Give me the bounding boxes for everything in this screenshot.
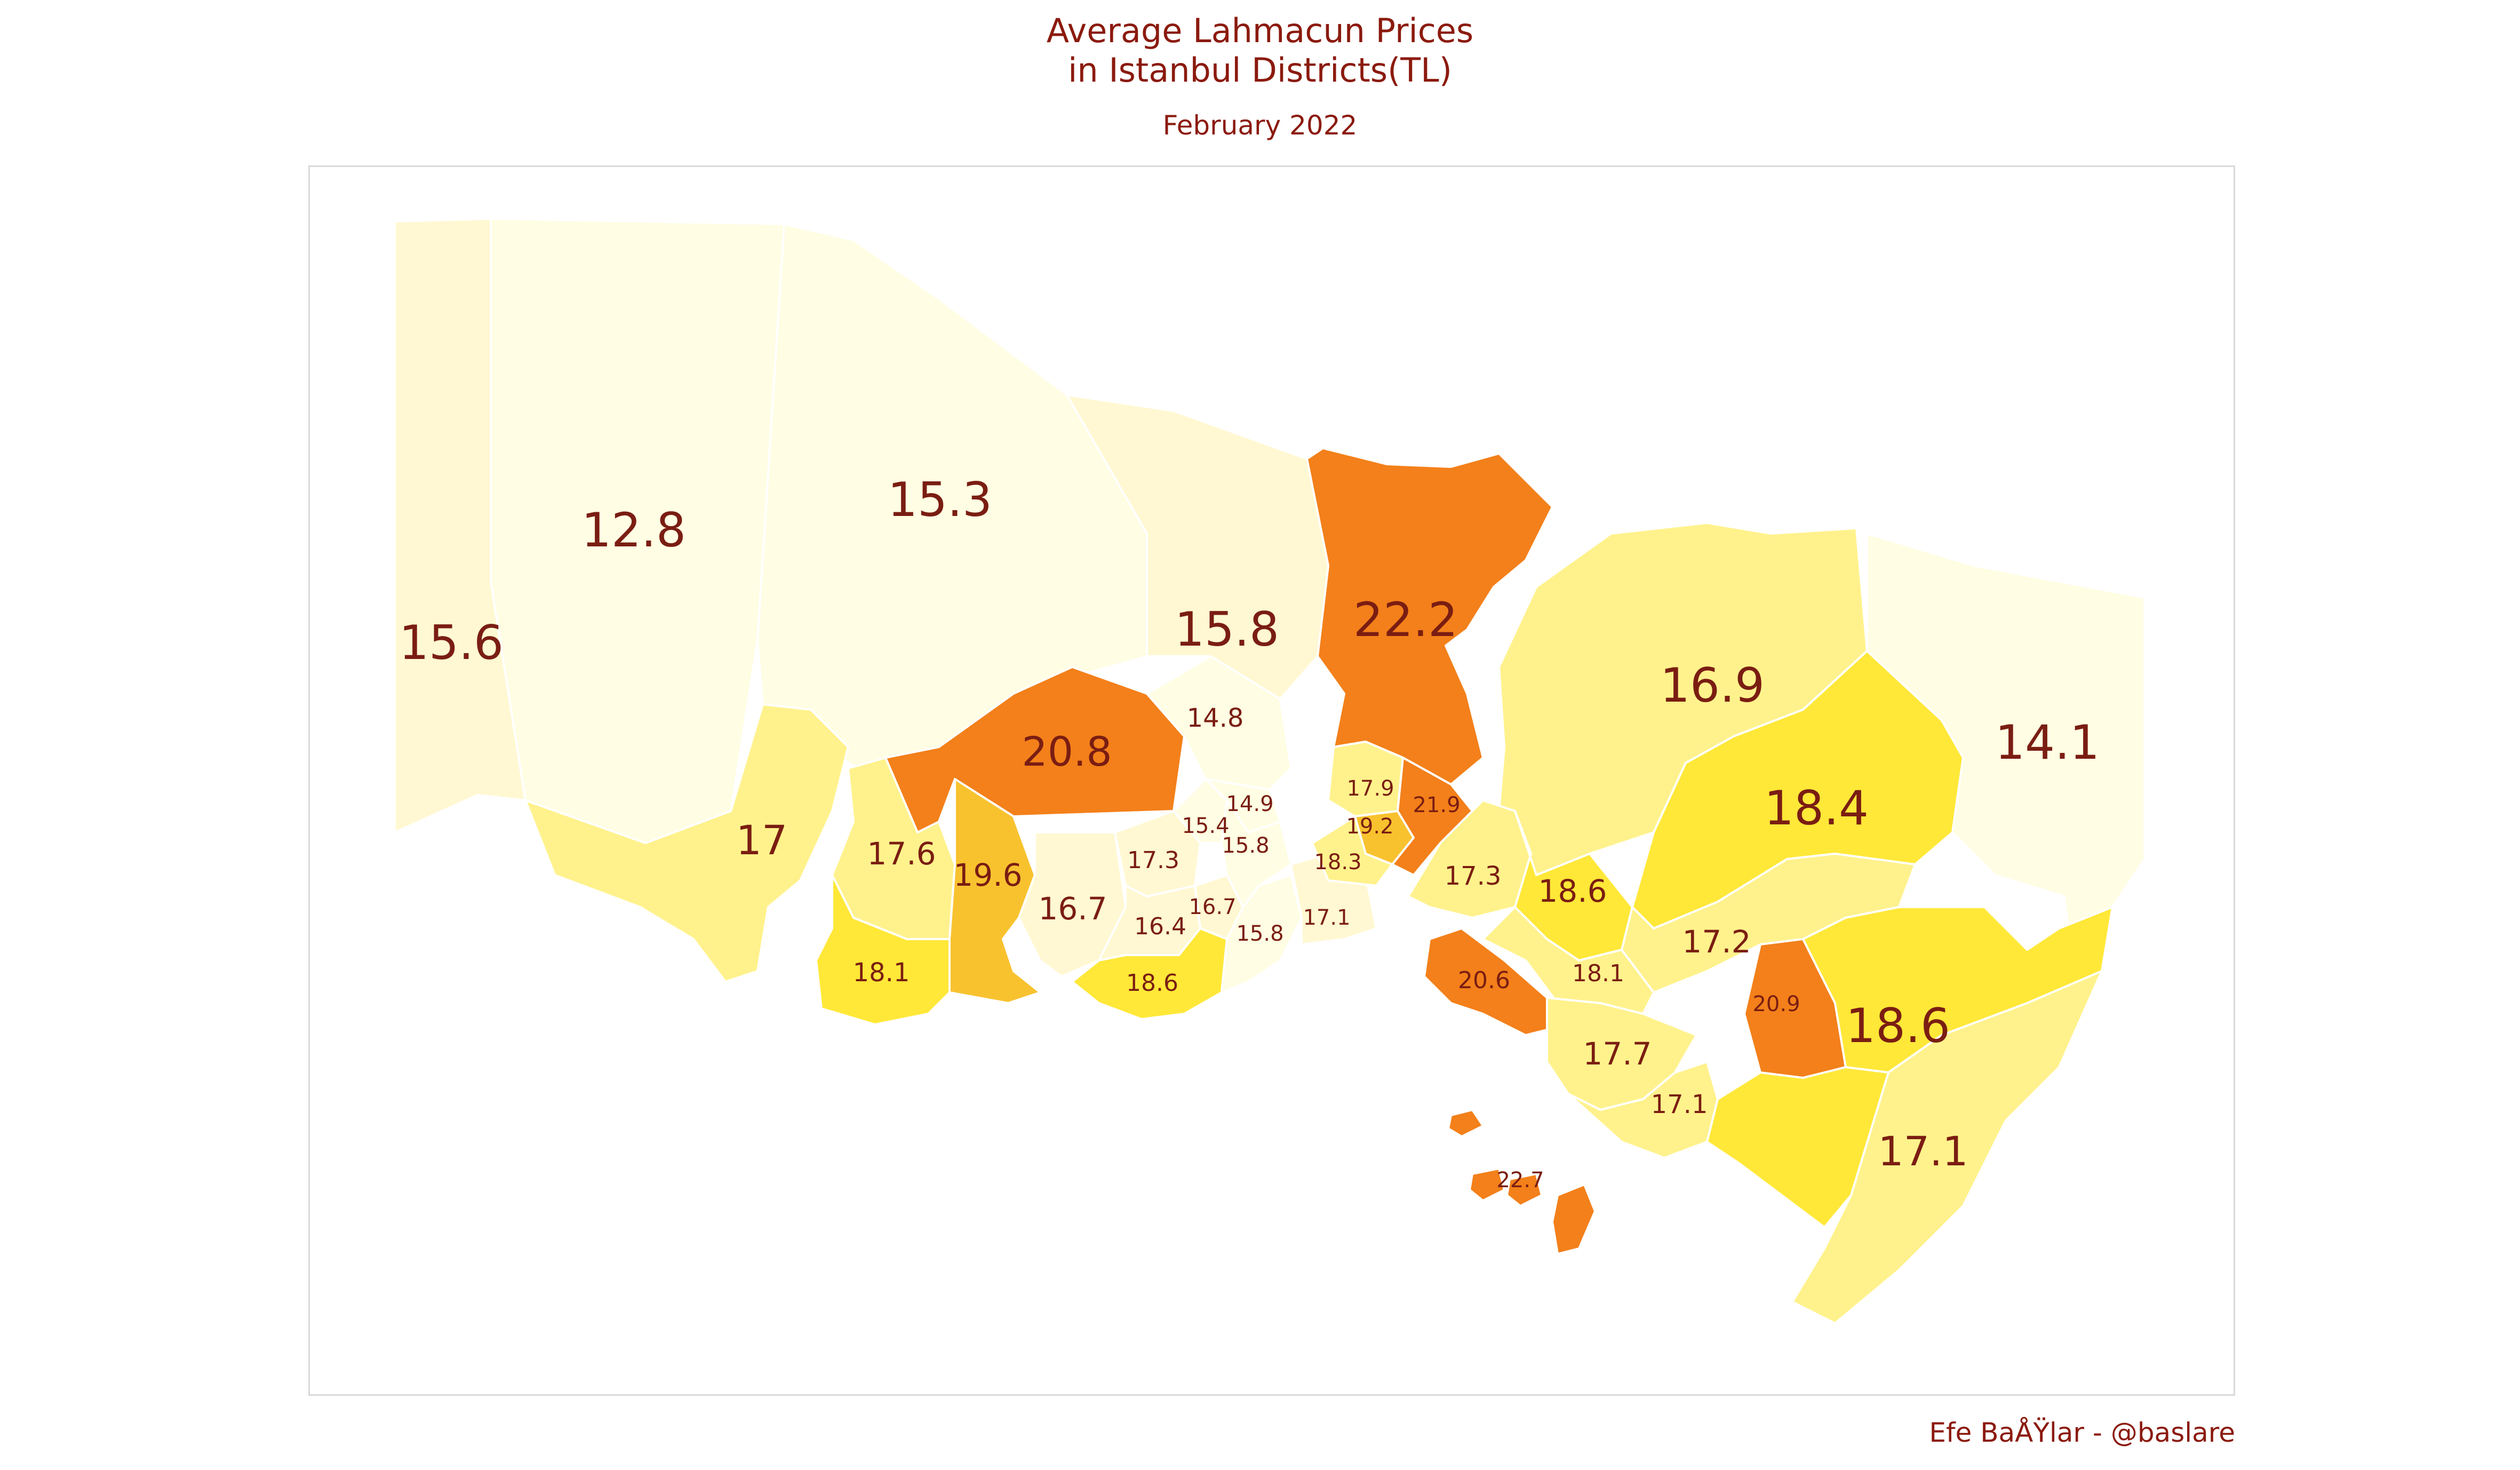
district-value-label: 17.2 bbox=[1682, 924, 1751, 960]
district-regions bbox=[394, 218, 2146, 1324]
district-value-label: 20.6 bbox=[1458, 967, 1510, 994]
district-value-label: 17.6 bbox=[867, 836, 936, 872]
district-value-label: 18.3 bbox=[1314, 850, 1361, 875]
author-caption: Efe BaÅŸlar - @baslare bbox=[1929, 1417, 2235, 1448]
district-value-label: 16.4 bbox=[1134, 913, 1186, 940]
chart-subtitle: February 2022 bbox=[1162, 110, 1358, 141]
district-region-16-7-west bbox=[1018, 831, 1127, 978]
district-value-label: 15.8 bbox=[1222, 833, 1269, 858]
district-value-label: 17.3 bbox=[1127, 847, 1179, 874]
district-value-label: 14.9 bbox=[1226, 792, 1273, 816]
district-region-22-2 bbox=[1306, 447, 1553, 785]
district-region-14-8 bbox=[1146, 655, 1292, 791]
district-value-label: 15.6 bbox=[399, 615, 504, 670]
chart-title-line-1: Average Lahmacun Prices bbox=[1046, 11, 1474, 50]
district-value-label: 18.6 bbox=[1538, 873, 1607, 909]
district-value-label: 15.8 bbox=[1236, 921, 1283, 946]
district-region-22-7-island-4 bbox=[1551, 1183, 1596, 1255]
district-region-21-9 bbox=[1391, 757, 1473, 876]
district-value-label: 17.9 bbox=[1346, 776, 1394, 801]
district-value-label: 17.1 bbox=[1303, 905, 1350, 930]
district-value-label: 14.1 bbox=[1995, 715, 2100, 770]
district-region-17 bbox=[524, 703, 849, 983]
district-value-label: 16.7 bbox=[1038, 891, 1107, 927]
district-value-label: 18.1 bbox=[1572, 960, 1624, 987]
district-value-label: 15.4 bbox=[1182, 814, 1229, 838]
district-region-pendik-south bbox=[1706, 1066, 1889, 1228]
district-value-label: 14.8 bbox=[1187, 703, 1244, 733]
district-region-20-6 bbox=[1423, 927, 1548, 1036]
district-value-label: 22.2 bbox=[1353, 592, 1458, 647]
map-frame bbox=[308, 165, 2235, 1396]
district-value-label: 20.9 bbox=[1752, 992, 1800, 1016]
district-region-22-7-island-2 bbox=[1469, 1167, 1505, 1202]
district-region-22-7-island-1 bbox=[1447, 1109, 1484, 1138]
district-region-18-1-west bbox=[815, 874, 951, 1026]
district-value-label: 18.6 bbox=[1126, 970, 1178, 997]
district-value-label: 19.6 bbox=[953, 857, 1022, 893]
district-value-label: 17.3 bbox=[1445, 861, 1502, 891]
district-value-label: 18.6 bbox=[1846, 998, 1950, 1053]
district-value-label: 17.1 bbox=[1651, 1090, 1708, 1119]
district-value-label: 20.8 bbox=[1022, 728, 1112, 775]
district-value-label: 19.2 bbox=[1346, 814, 1393, 839]
district-value-label: 16.7 bbox=[1189, 895, 1236, 919]
district-value-label: 22.7 bbox=[1496, 1168, 1544, 1193]
district-value-label: 17.7 bbox=[1583, 1036, 1652, 1072]
district-region-22-7-island-3 bbox=[1506, 1173, 1543, 1207]
district-value-label: 21.9 bbox=[1413, 793, 1460, 817]
district-value-label: 17 bbox=[736, 816, 788, 864]
district-region-15-8-north bbox=[1066, 394, 1329, 700]
chart-title-line-2: in Istanbul Districts(TL) bbox=[1068, 51, 1452, 90]
district-value-label: 17.1 bbox=[1878, 1127, 1968, 1175]
district-region-18-3 bbox=[1311, 815, 1393, 887]
district-value-label: 15.3 bbox=[888, 472, 992, 527]
district-value-label: 12.8 bbox=[581, 503, 686, 558]
district-value-label: 15.8 bbox=[1175, 602, 1279, 657]
district-value-label: 18.4 bbox=[1764, 781, 1869, 836]
district-region-17-1-kartal bbox=[1567, 1061, 1719, 1159]
district-value-label: 16.9 bbox=[1660, 658, 1765, 713]
district-value-labels: 15.6 12.8 15.3 15.8 22.2 16.9 14.1 18.4 … bbox=[399, 472, 2100, 1193]
district-region-17-1-tuzla bbox=[1791, 970, 2103, 1324]
district-value-label: 18.1 bbox=[853, 958, 910, 988]
